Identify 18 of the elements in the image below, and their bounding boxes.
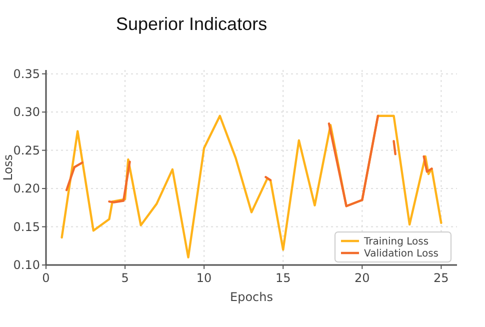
y-axis-title: Loss: [1, 154, 15, 181]
x-tick-label: 25: [434, 271, 449, 285]
y-tick-label: 0.25: [13, 143, 40, 158]
x-tick-label: 5: [121, 271, 129, 285]
x-tick-label: 20: [354, 271, 370, 285]
chart-title: Superior Indicators: [116, 14, 268, 34]
line-series: [60, 114, 442, 258]
y-tick-label: 0.35: [13, 66, 40, 81]
legend-label: Validation Loss: [364, 248, 438, 260]
x-tick-label: 10: [196, 271, 212, 285]
y-tick-label: 0.10: [13, 258, 40, 272]
y-tick-label: 0.15: [13, 220, 40, 234]
y-tick-label: 0.30: [13, 105, 40, 120]
x-axis-title: Epochs: [230, 290, 273, 304]
x-tick-label: 0: [42, 271, 50, 285]
legend-label: Training Loss: [363, 236, 429, 248]
y-tick-label: 0.20: [13, 182, 40, 196]
x-tick-label: 15: [275, 271, 291, 285]
